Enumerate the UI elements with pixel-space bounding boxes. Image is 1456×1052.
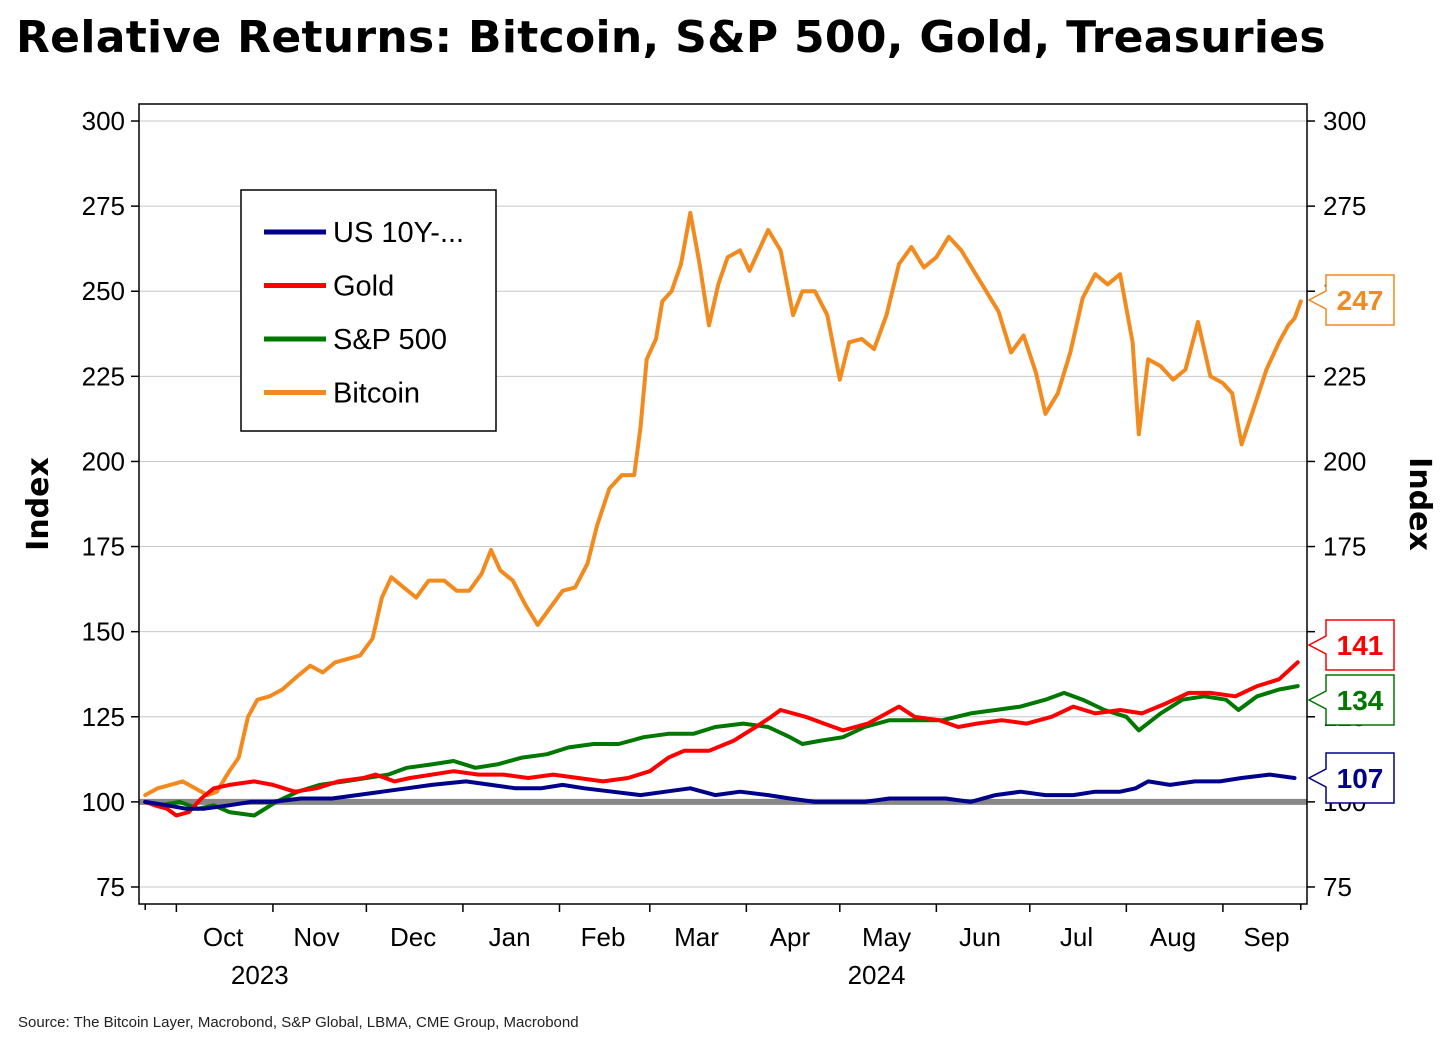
x-tick-label: May bbox=[862, 922, 911, 952]
end-label-bitcoin: 247 bbox=[1337, 285, 1384, 316]
y-tick-label-right: 300 bbox=[1323, 106, 1366, 136]
y-tick-label-right: 75 bbox=[1323, 872, 1352, 902]
series-layer bbox=[143, 210, 1303, 818]
y-tick-label-right: 275 bbox=[1323, 191, 1366, 221]
end-label-box-bitcoin bbox=[1307, 274, 1395, 326]
y-axis-title-right: Index bbox=[1402, 457, 1437, 551]
axes: 7575100100125125150150175175200200225225… bbox=[82, 106, 1367, 990]
y-tick-label-left: 150 bbox=[82, 617, 125, 647]
y-tick-label-left: 275 bbox=[82, 191, 125, 221]
end-label-gold: 141 bbox=[1337, 630, 1384, 661]
series-line-gold bbox=[143, 660, 1300, 818]
y-tick-label-left: 225 bbox=[82, 361, 125, 391]
y-tick-label-right: 225 bbox=[1323, 361, 1366, 391]
x-tick-label: Sep bbox=[1243, 922, 1289, 952]
legend-label-treasury: US 10Y-... bbox=[333, 217, 464, 249]
y-tick-label-left: 75 bbox=[96, 872, 125, 902]
legend-label-sp500: S&P 500 bbox=[333, 324, 447, 356]
end-label-treasury: 107 bbox=[1337, 763, 1384, 794]
y-tick-label-left: 125 bbox=[82, 702, 125, 732]
y-tick-label-left: 300 bbox=[82, 106, 125, 136]
y-tick-label-left: 250 bbox=[82, 276, 125, 306]
y-axis-title-left: Index bbox=[21, 457, 56, 551]
x-year-label: 2024 bbox=[848, 960, 906, 990]
series-line-sp500 bbox=[143, 684, 1300, 818]
end-label-box-sp500 bbox=[1307, 674, 1395, 726]
x-tick-label: Jul bbox=[1060, 922, 1093, 952]
y-tick-label-left: 200 bbox=[82, 446, 125, 476]
legend: US 10Y-... Gold S&P 500 Bitcoin bbox=[240, 189, 497, 432]
end-label-box-treasury bbox=[1307, 752, 1395, 804]
chart-title: Relative Returns: Bitcoin, S&P 500, Gold… bbox=[16, 12, 1326, 63]
x-tick-label: Feb bbox=[581, 922, 626, 952]
legend-label-gold: Gold bbox=[333, 271, 394, 303]
x-tick-label: Jun bbox=[959, 922, 1001, 952]
x-tick-label: Nov bbox=[293, 922, 339, 952]
x-tick-label: Apr bbox=[770, 922, 811, 952]
end-label-sp500: 134 bbox=[1337, 685, 1384, 716]
plot-frame bbox=[138, 103, 1308, 905]
y-tick-label-right: 175 bbox=[1323, 532, 1366, 562]
x-tick-label: Oct bbox=[203, 922, 244, 952]
legend-label-bitcoin: Bitcoin bbox=[333, 378, 420, 410]
x-tick-label: Jan bbox=[489, 922, 531, 952]
end-label-box-gold bbox=[1307, 619, 1395, 671]
x-tick-label: Aug bbox=[1150, 922, 1196, 952]
source-note: Source: The Bitcoin Layer, Macrobond, S&… bbox=[18, 1014, 579, 1031]
series-line-bitcoin bbox=[143, 210, 1303, 798]
x-year-label: 2023 bbox=[231, 960, 289, 990]
x-tick-label: Dec bbox=[390, 922, 436, 952]
end-labels: 107 141 134 247 bbox=[1307, 274, 1395, 804]
x-tick-label: Mar bbox=[674, 922, 719, 952]
series-line-treasury bbox=[143, 772, 1297, 811]
y-tick-label-right: 200 bbox=[1323, 446, 1366, 476]
y-tick-label-left: 175 bbox=[82, 532, 125, 562]
y-tick-label-left: 100 bbox=[82, 787, 125, 817]
